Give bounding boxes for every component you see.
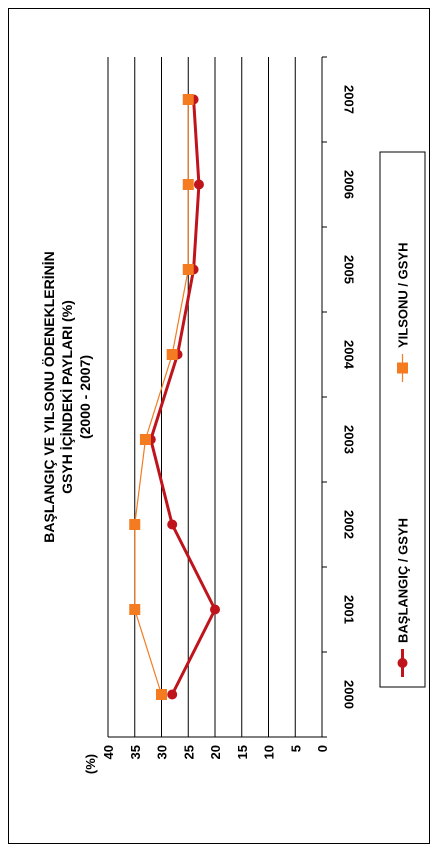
legend-box <box>379 151 426 688</box>
data-point <box>139 434 151 445</box>
data-point <box>182 264 194 275</box>
data-point <box>129 519 141 530</box>
y-tick-label: 20 <box>208 745 223 759</box>
data-point <box>166 349 178 360</box>
data-point <box>182 179 194 190</box>
y-axis-label: (%) <box>83 754 98 774</box>
data-point <box>193 179 204 190</box>
x-tick-label: 2002 <box>342 510 357 539</box>
data-point <box>167 689 178 700</box>
chart-frame <box>8 8 430 844</box>
legend-marker <box>397 658 408 668</box>
chart-period: (2000 - 2007) <box>77 355 93 439</box>
series-line <box>149 99 217 696</box>
legend-label: YILSONU / GSYH <box>396 243 411 348</box>
data-point <box>129 604 141 615</box>
x-tick-label: 2005 <box>342 255 357 284</box>
series-line <box>134 99 189 695</box>
x-tick-label: 2007 <box>342 85 357 114</box>
x-tick-label: 2000 <box>342 680 357 709</box>
y-tick-label: 30 <box>155 745 170 759</box>
plot-area: 0 5 10 15 20 25 30 35 40 2000 2001 2002 2003 2004 2005… <box>101 56 357 759</box>
y-tick-label: 10 <box>262 745 277 759</box>
data-point <box>210 604 220 615</box>
y-tick-label: 40 <box>101 745 116 759</box>
y-tick-label: 15 <box>235 745 250 759</box>
legend: BAŞLANGIÇ / GSYH YILSONU / GSYH <box>379 151 426 688</box>
data-point <box>156 689 167 700</box>
data-point <box>182 94 194 105</box>
chart-subtitle: GSYH İÇİNDEKİ PAYLARI (%) <box>59 300 75 494</box>
data-point <box>167 519 178 530</box>
x-tick-label: 2003 <box>342 425 357 454</box>
chart-title: BAŞLANGIÇ VE YILSONU ÖDENEKLERİNİN <box>41 251 57 542</box>
y-tick-label: 25 <box>181 745 196 759</box>
x-tick-label: 2001 <box>342 595 357 624</box>
y-tick-label: 5 <box>288 745 303 752</box>
legend-marker <box>397 362 408 374</box>
x-tick-label: 2004 <box>342 340 357 370</box>
legend-label: BAŞLANGIÇ / GSYH <box>396 518 411 643</box>
y-tick-label: 0 <box>315 745 330 752</box>
x-tick-label: 2006 <box>342 170 357 199</box>
y-tick-label: 35 <box>128 745 143 759</box>
